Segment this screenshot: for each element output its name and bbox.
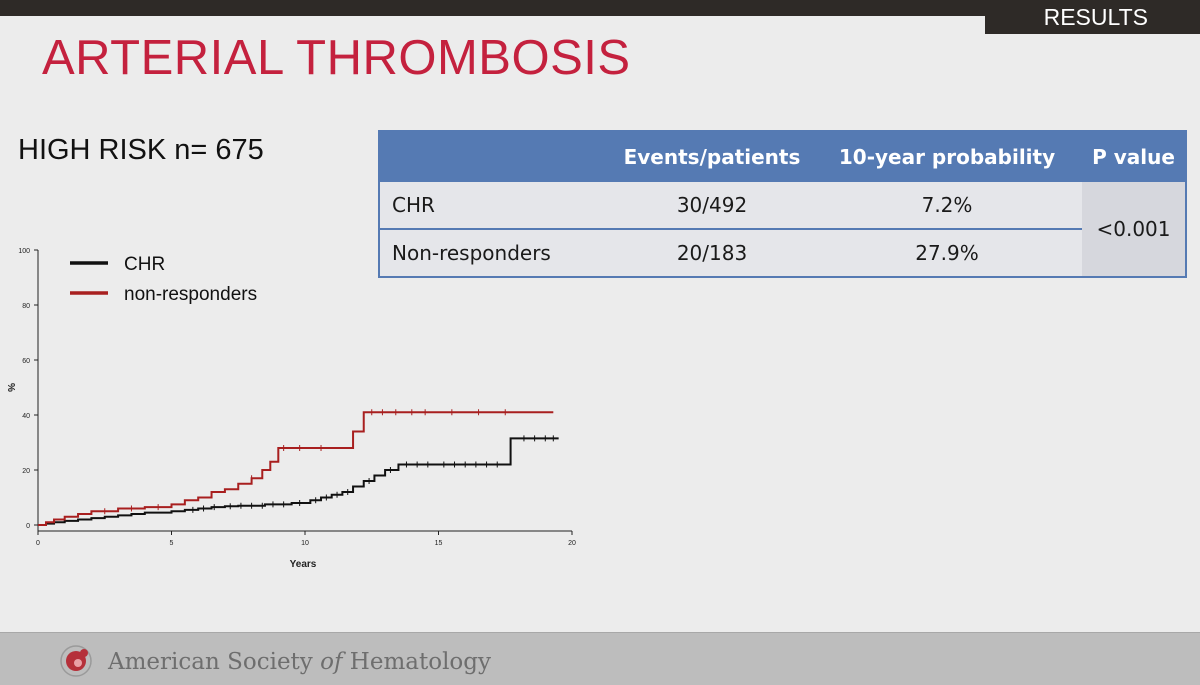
group-cell: Non-responders — [379, 228, 612, 279]
section-label: RESULTS — [985, 0, 1200, 34]
events-cell: 30/492 — [612, 182, 812, 230]
slide-title: ARTERIAL THROMBOSIS — [42, 31, 631, 85]
footer: American Society of Hematology — [0, 632, 1200, 685]
x-axis-label: Years — [290, 559, 317, 570]
series-line-non-responders — [38, 411, 554, 526]
legend-label: non-responders — [124, 284, 257, 305]
x-tick-label: 0 — [36, 540, 40, 547]
y-tick-label: 20 — [22, 468, 30, 475]
ash-logo-icon — [60, 645, 92, 677]
y-axis-label: % — [5, 383, 16, 392]
x-tick-label: 20 — [568, 540, 576, 547]
y-tick-label: 80 — [22, 303, 30, 310]
probability-cell: 7.2% — [812, 182, 1082, 230]
x-tick-label: 15 — [435, 540, 443, 547]
column-header — [379, 131, 612, 182]
group-cell: CHR — [379, 182, 612, 230]
top-bar — [0, 0, 1200, 16]
y-tick-label: 40 — [22, 413, 30, 420]
results-table: Events/patients 10-year probability P va… — [378, 130, 1187, 279]
table-row: CHR 30/492 7.2% <0.001 — [379, 182, 1186, 278]
p-value-cell: <0.001 — [1082, 182, 1186, 278]
table-header-row: Events/patients 10-year probability P va… — [379, 131, 1186, 182]
column-header: 10-year probability — [812, 131, 1082, 182]
km-chart: 0 20 40 60 80 100 0 5 10 15 20 Years% CHR non-respond… — [5, 248, 576, 570]
y-tick-label: 60 — [22, 358, 30, 365]
subtitle: HIGH RISK n= 675 — [18, 134, 264, 166]
series-line-chr — [38, 437, 559, 526]
legend-label: CHR — [124, 254, 165, 275]
organization-name: American Society of Hematology — [108, 649, 491, 675]
x-tick-label: 10 — [301, 540, 309, 547]
x-tick-label: 5 — [170, 540, 174, 547]
events-cell: 20/183 — [612, 228, 812, 279]
y-tick-label: 100 — [18, 248, 30, 255]
column-header: P value — [1082, 131, 1186, 182]
y-tick-label: 0 — [26, 523, 30, 530]
table-row: Non-responders 20/183 27.9% — [379, 228, 1186, 279]
column-header: Events/patients — [612, 131, 812, 182]
probability-cell: 27.9% — [812, 228, 1082, 279]
